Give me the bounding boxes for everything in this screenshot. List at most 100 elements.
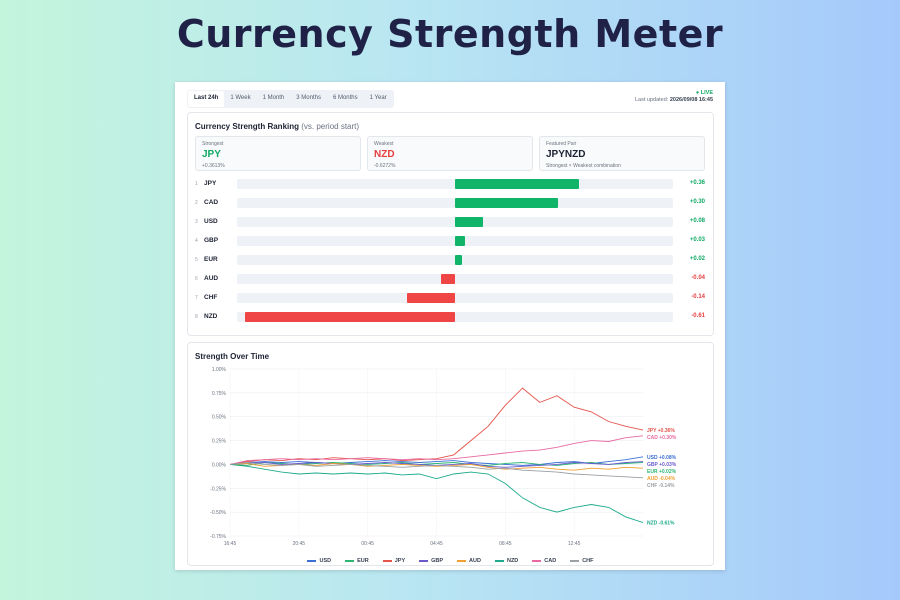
x-tick-label: 04:45: [430, 541, 443, 547]
tab-last-24h[interactable]: Last 24h: [188, 91, 225, 107]
ranking-title: Currency Strength Ranking (vs. period st…: [195, 122, 359, 131]
legend-swatch: [419, 560, 429, 562]
legend-item-jpy[interactable]: JPY: [382, 558, 406, 564]
series-line-jpy: [229, 387, 644, 465]
strength-track: [237, 236, 673, 246]
ranking-card: Currency Strength Ranking (vs. period st…: [187, 112, 714, 336]
strength-track: [237, 179, 673, 189]
legend-item-gbp[interactable]: GBP: [419, 558, 443, 564]
legend-item-cad[interactable]: CAD: [532, 558, 556, 564]
tab-1-month[interactable]: 1 Month: [262, 95, 285, 101]
dashboard-panel: Last 24h 1 Week 1 Month 3 Months 6 Month…: [175, 82, 725, 570]
tab-3-months[interactable]: 3 Months: [296, 95, 321, 101]
ranking-row-chf: 7 CHF -0.14: [195, 292, 705, 304]
featured-value: JPYNZD: [546, 149, 586, 160]
period-tabs: Last 24h 1 Week 1 Month 3 Months 6 Month…: [187, 90, 394, 108]
legend-item-aud[interactable]: AUD: [457, 558, 481, 564]
ranking-row-jpy: 1 JPY +0.36: [195, 178, 705, 190]
featured-detail: Strongest × Weakest combination: [546, 163, 621, 169]
currency-code: CAD: [204, 199, 219, 206]
weakest-value: NZD: [374, 149, 395, 160]
series-end-label-cad: CAD +0.30%: [647, 435, 677, 441]
legend-item-nzd[interactable]: NZD: [494, 558, 518, 564]
tab-1-year[interactable]: 1 Year: [369, 95, 387, 101]
x-tick-label: 08:45: [499, 541, 512, 547]
ranking-row-gbp: 4 GBP +0.03: [195, 235, 705, 247]
strength-bar-cad: [455, 198, 559, 208]
currency-code: GBP: [204, 237, 219, 244]
currency-code: EUR: [204, 256, 218, 263]
strength-line-chart: 1.00% 0.75% 0.50% 0.25% 0.00% -0.25% -0.50% -0.…: [210, 367, 677, 547]
featured-label: Featured Pair: [546, 141, 577, 147]
series-end-label-usd: USD +0.08%: [647, 455, 677, 461]
y-tick-label: -0.50%: [210, 510, 226, 516]
strength-value: +0.30: [689, 199, 705, 205]
ranking-row-eur: 5 EUR +0.02: [195, 254, 705, 266]
legend-label: GBP: [431, 558, 444, 564]
ranking-row-cad: 2 CAD +0.30: [195, 197, 705, 209]
strength-bar-jpy: [455, 179, 579, 189]
series-end-label-nzd: NZD -0.61%: [647, 521, 675, 527]
y-tick-label: 0.25%: [212, 439, 227, 445]
strongest-detail: +0.3613%: [202, 163, 225, 169]
strength-bar-gbp: [455, 236, 466, 246]
legend-swatch: [345, 560, 355, 562]
strength-bar-aud: [441, 274, 455, 284]
strength-track: [237, 312, 673, 322]
legend-swatch: [532, 560, 542, 562]
legend-swatch: [570, 560, 580, 562]
currency-code: NZD: [204, 313, 218, 320]
legend-label: CHF: [582, 558, 594, 564]
page-headline: Currency Strength Meter: [176, 12, 724, 56]
strength-value: +0.03: [689, 237, 705, 243]
rank-number: 3: [195, 219, 198, 225]
series-line-usd: [229, 456, 644, 466]
legend-label: USD: [319, 558, 332, 564]
status-area: ● LIVE Last updated: 2026/09/08 16:45: [635, 90, 713, 104]
strength-value: +0.08: [689, 218, 705, 224]
strength-track: [237, 217, 673, 227]
series-end-label-jpy: JPY +0.36%: [647, 428, 675, 434]
legend-item-usd[interactable]: USD: [307, 558, 331, 564]
currency-code: USD: [204, 218, 218, 225]
legend-swatch: [307, 560, 317, 562]
series-end-label-eur: EUR +0.02%: [647, 469, 677, 475]
strongest-value: JPY: [202, 149, 221, 160]
tab-1-week[interactable]: 1 Week: [230, 95, 251, 101]
ranking-row-nzd: 8 NZD -0.61: [195, 311, 705, 323]
rank-number: 5: [195, 257, 198, 263]
chart-title: Strength Over Time: [195, 352, 270, 361]
legend-label: JPY: [394, 558, 406, 564]
series-end-label-gbp: GBP +0.03%: [647, 462, 677, 468]
x-tick-label: 20:45: [293, 541, 306, 547]
strength-value: +0.02: [689, 256, 705, 262]
x-tick-label: 16:45: [224, 541, 237, 547]
rank-number: 8: [195, 314, 198, 320]
series-end-label-aud: AUD -0.04%: [647, 476, 676, 482]
updated-prefix: Last updated:: [635, 97, 669, 103]
chart-legend: USD EUR JPY GBP AUD NZD CAD CHF: [188, 558, 713, 564]
y-tick-label: 0.00%: [212, 462, 227, 468]
strength-track: [237, 255, 673, 265]
x-tick-label: 12:45: [568, 541, 581, 547]
updated-value: 2026/09/08 16:45: [669, 97, 713, 103]
strength-track: [237, 293, 673, 303]
weakest-detail: -0.6272%: [374, 163, 396, 169]
series-line-cad: [229, 435, 644, 465]
rank-number: 6: [195, 276, 198, 282]
legend-item-eur[interactable]: EUR: [345, 558, 369, 564]
strength-bar-chf: [406, 293, 455, 303]
legend-item-chf[interactable]: CHF: [570, 558, 594, 564]
strongest-label: Strongest: [202, 141, 224, 147]
strength-track: [237, 274, 673, 284]
legend-swatch: [494, 560, 504, 562]
strongest-box: Strongest JPY +0.3613%: [195, 136, 361, 171]
strength-value: -0.14: [691, 294, 705, 300]
tab-6-months[interactable]: 6 Months: [332, 95, 358, 101]
ranking-title-text: Currency Strength Ranking: [195, 122, 300, 131]
weakest-label: Weakest: [374, 141, 394, 147]
live-badge: ● LIVE: [695, 90, 713, 96]
currency-code: AUD: [204, 275, 219, 282]
legend-swatch: [457, 560, 467, 562]
strength-bar-eur: [455, 255, 462, 265]
